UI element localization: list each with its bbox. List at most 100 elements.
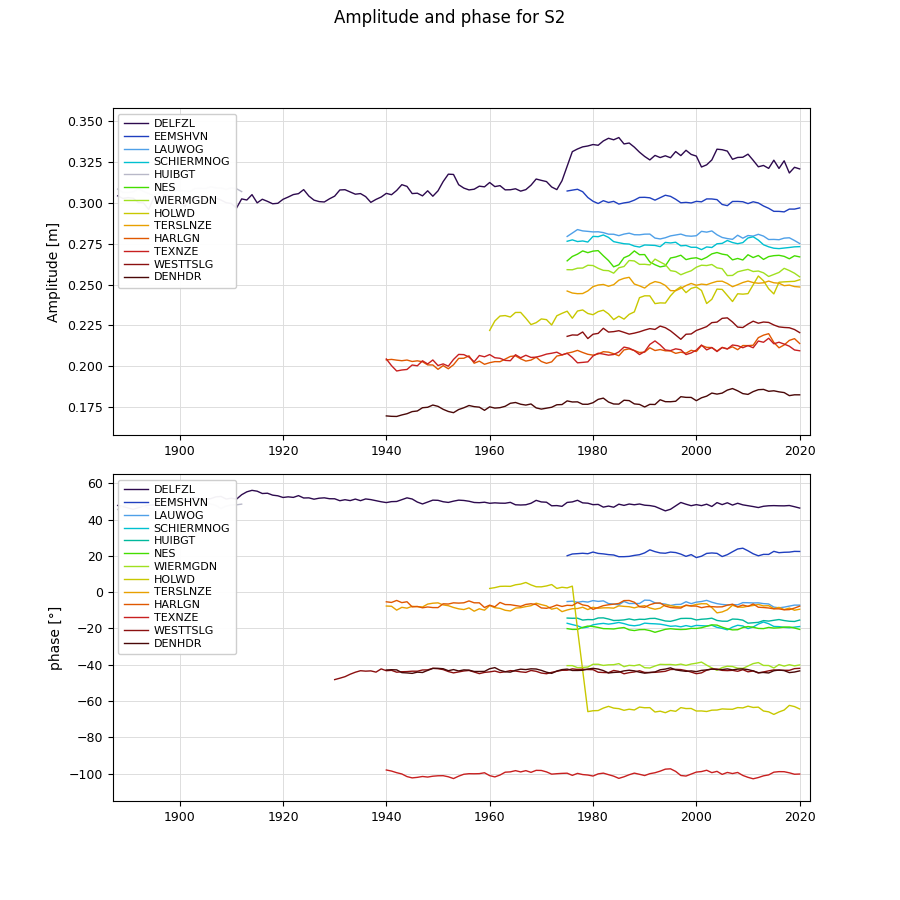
SCHIERMNOG [608,618,619,629]
WESTTSLG [774,321,785,332]
LAUWOG [748,230,759,241]
LAUWOG [696,596,706,607]
NES [655,626,666,636]
NES [778,251,789,262]
HOLWD [670,284,681,295]
SCHIERMNOG [748,231,759,242]
HUIBGT [701,614,712,625]
HARLGN [758,329,769,340]
WESTTSLG [603,327,614,338]
Line: SCHIERMNOG: SCHIERMNOG [567,235,800,249]
NES [733,625,743,635]
LAUWOG [624,228,634,238]
LAUWOG [748,598,759,608]
SCHIERMNOG [618,618,629,629]
NES [634,249,645,260]
NES [562,623,572,634]
WIERMGDN [603,660,614,670]
LAUWOG [763,234,774,245]
SCHIERMNOG [778,243,789,254]
SCHIERMNOG [769,243,779,254]
HUIBGT [774,614,785,625]
WIERMGDN [675,269,686,280]
NES [624,250,634,261]
HUIBGT [733,614,743,625]
WIERMGDN [639,259,650,270]
WIERMGDN [634,659,645,670]
EEMSHVN [588,546,598,557]
Line: SCHIERMNOG: SCHIERMNOG [567,622,800,630]
DELFZL [247,485,257,496]
DELFZL [660,506,670,517]
NES [655,262,666,273]
EEMSHVN [603,549,614,560]
HARLGN [381,355,392,365]
SCHIERMNOG [593,231,604,242]
LAUWOG [670,599,681,610]
WIERMGDN [686,659,697,670]
LAUWOG [769,234,779,245]
EEMSHVN [733,196,743,207]
LAUWOG [686,598,697,609]
EEMSHVN [655,547,666,558]
SCHIERMNOG [634,241,645,252]
WIERMGDN [680,267,691,278]
Line: TERSLNZE: TERSLNZE [567,277,800,293]
Line: EEMSHVN: EEMSHVN [567,548,800,558]
TEXNZE [691,767,702,778]
WESTTSLG [598,323,608,334]
DELFZL [763,163,774,174]
HUIBGT [644,613,655,624]
DELFZL [567,146,578,157]
EEMSHVN [618,552,629,562]
EEMSHVN [778,206,789,217]
TERSLNZE [629,279,640,290]
WIERMGDN [737,266,748,276]
EEMSHVN [593,548,604,559]
EEMSHVN [562,185,572,196]
WIERMGDN [588,260,598,271]
HOLWD [546,320,557,330]
SCHIERMNOG [562,618,572,629]
EEMSHVN [614,199,625,210]
TEXNZE [722,344,733,355]
NES [691,623,702,634]
Line: TEXNZE: TEXNZE [386,769,800,778]
EEMSHVN [629,550,640,561]
WIERMGDN [712,665,723,676]
TEXNZE [381,765,392,776]
WIERMGDN [774,267,785,278]
LAUWOG [614,599,625,610]
LAUWOG [670,230,681,240]
WIERMGDN [716,264,727,274]
LAUWOG [789,235,800,246]
NES [774,623,785,634]
HUIBGT [680,613,691,624]
TERSLNZE [588,282,598,292]
HUIBGT [742,617,753,628]
HOLWD [795,274,806,285]
SCHIERMNOG [680,620,691,631]
TEXNZE [763,333,774,344]
LAUWOG [608,598,619,609]
DENHDR [727,383,738,394]
DENHDR [407,668,418,679]
NES [712,248,723,258]
NES [644,256,655,267]
WESTTSLG [567,329,578,340]
WIERMGDN [582,662,593,672]
WIERMGDN [624,255,634,266]
SCHIERMNOG [706,620,717,631]
TEXNZE [665,763,676,774]
NES [650,627,661,638]
LAUWOG [582,226,593,237]
HARLGN [758,602,769,613]
SCHIERMNOG [722,235,733,246]
Legend: DELFZL, EEMSHVN, LAUWOG, SCHIERMNOG, HUIBGT, NES, WIERMGDN, HOLWD, TERSLNZE, HAR: DELFZL, EEMSHVN, LAUWOG, SCHIERMNOG, HUI… [118,480,236,654]
SCHIERMNOG [712,622,723,633]
WIERMGDN [655,256,666,267]
Line: NES: NES [567,250,800,267]
NES [614,623,625,634]
WIERMGDN [680,660,691,670]
TERSLNZE [774,278,785,289]
